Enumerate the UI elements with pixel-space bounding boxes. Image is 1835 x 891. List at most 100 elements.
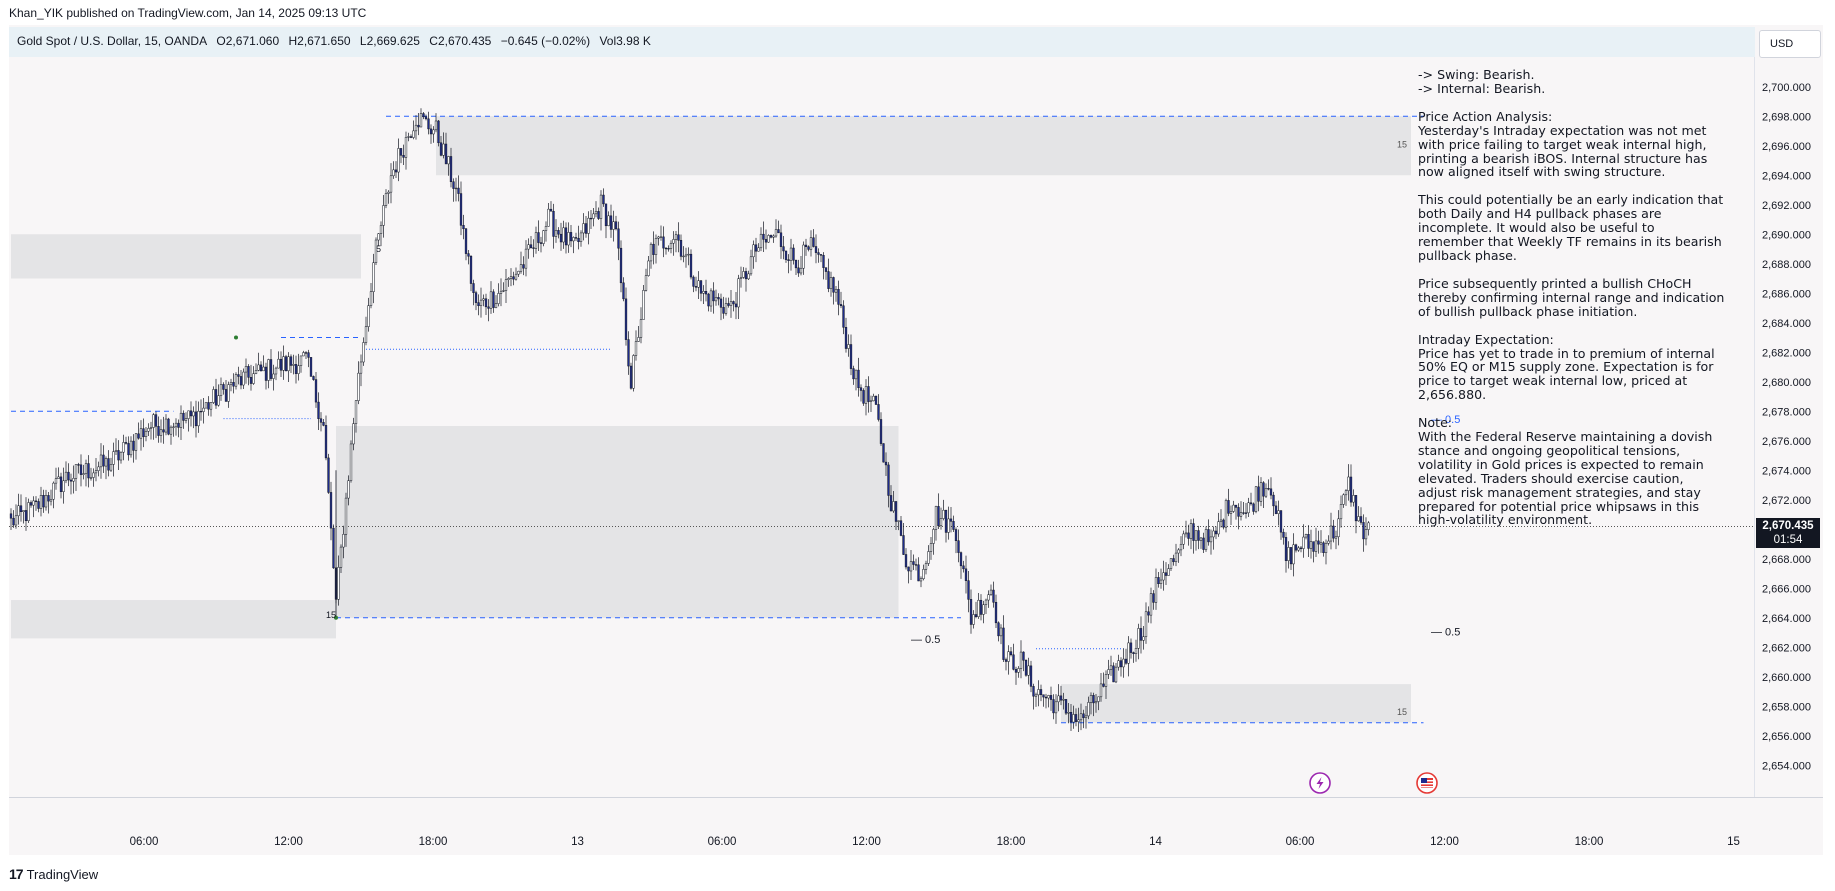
symbol-name[interactable]: Gold Spot / U.S. Dollar, 15, OANDA: [17, 34, 208, 48]
notes-line: prepared for potential price whipsaws in…: [1418, 498, 1700, 514]
candle-bearish: [67, 471, 70, 481]
candle-bearish: [1269, 488, 1273, 496]
candle-bullish: [542, 230, 545, 244]
price-tick-label: 2,660.000: [1762, 672, 1811, 684]
candle-bullish: [772, 235, 775, 238]
candle-bullish: [1337, 518, 1340, 538]
candle-bearish: [484, 298, 488, 308]
candle-bearish: [464, 228, 468, 254]
candle-bullish: [1219, 519, 1223, 522]
candle-bearish: [1139, 628, 1143, 641]
candle-bearish: [469, 255, 473, 284]
candle-bearish: [449, 156, 453, 182]
candle-bearish: [189, 410, 193, 417]
candle-bullish: [17, 505, 20, 517]
candle-bullish: [1364, 529, 1368, 540]
candle-bullish: [1367, 522, 1370, 530]
supply-demand-zone: [11, 234, 361, 279]
candle-bullish: [104, 458, 108, 467]
candle-bearish: [917, 564, 920, 582]
candle-bearish: [467, 253, 470, 257]
candle-bullish: [374, 239, 378, 263]
time-tick-label: 15: [1727, 836, 1740, 848]
candle-bearish: [1039, 689, 1043, 695]
candle-bearish: [652, 243, 655, 255]
candle-bearish: [19, 505, 23, 512]
last-price-tag: 2,670.435 01:54: [1756, 518, 1820, 548]
tradingview-logo[interactable]: 17 TradingView: [9, 866, 98, 882]
candle-bearish: [177, 422, 180, 428]
candle-bearish: [842, 305, 845, 328]
candle-bullish: [32, 500, 35, 506]
candle-bearish: [769, 235, 773, 238]
candle-bullish: [982, 604, 985, 615]
candle-bullish: [174, 422, 178, 428]
candle-bearish: [552, 210, 555, 237]
candle-bullish: [659, 236, 663, 238]
candle-bullish: [14, 515, 18, 526]
candle-bullish: [262, 366, 265, 372]
ohlc-low: L2,669.625: [359, 34, 420, 48]
candle-bullish: [929, 543, 933, 552]
equilibrium-label: — 0.5: [911, 634, 940, 646]
candle-bearish: [87, 463, 90, 479]
candle-bearish: [912, 561, 915, 565]
notes-line: -> Internal: Bearish.: [1418, 80, 1546, 96]
candle-bearish: [1124, 658, 1128, 664]
candle-bearish: [1009, 651, 1013, 656]
candle-bearish: [132, 440, 135, 451]
candle-bearish: [319, 418, 323, 423]
candle-bullish: [1239, 512, 1243, 517]
candle-bullish: [1019, 651, 1023, 669]
candle-bearish: [1164, 572, 1168, 576]
candle-bullish: [1079, 713, 1083, 721]
candle-bullish: [302, 352, 305, 357]
candle-bearish: [1214, 530, 1218, 535]
candle-bullish: [367, 305, 370, 327]
candle-bearish: [777, 229, 780, 234]
candle-bearish: [629, 365, 633, 389]
candle-bullish: [1347, 476, 1350, 491]
candle-bullish: [702, 291, 705, 294]
candle-bearish: [1172, 558, 1175, 563]
candle-bullish: [872, 395, 875, 402]
candle-bullish: [1324, 543, 1328, 553]
candle-bearish: [867, 386, 870, 402]
candle-bullish: [977, 599, 980, 617]
candle-bearish: [994, 602, 998, 624]
candle-bearish: [997, 622, 1000, 637]
candle-bullish: [737, 278, 740, 308]
candle-bearish: [899, 520, 903, 536]
candle-bearish: [1197, 530, 1200, 541]
candle-bullish: [114, 450, 118, 452]
candle-bullish: [1254, 486, 1258, 512]
candle-bearish: [1002, 627, 1005, 660]
candle-bearish: [1322, 542, 1325, 553]
currency-button[interactable]: USD: [1759, 30, 1821, 58]
candle-bullish: [1204, 529, 1208, 550]
symbol-legend[interactable]: Gold Spot / U.S. Dollar, 15, OANDA O2,67…: [17, 34, 657, 48]
candle-bullish: [524, 248, 528, 269]
candle-bearish: [937, 506, 940, 526]
candle-bearish: [992, 589, 995, 603]
candle-bearish: [882, 443, 885, 463]
candle-bearish: [1272, 494, 1275, 507]
candle-bearish: [47, 495, 50, 502]
candle-bullish: [84, 463, 88, 474]
candle-bearish: [1074, 714, 1078, 722]
price-tick-label: 2,690.000: [1762, 229, 1811, 241]
candle-bearish: [557, 230, 560, 235]
candle-bearish: [1129, 642, 1133, 653]
candle-bearish: [259, 364, 263, 372]
candle-bullish: [1259, 482, 1263, 502]
candle-bullish: [74, 464, 78, 479]
candle-bearish: [24, 510, 28, 521]
candle-bearish: [394, 169, 398, 173]
candle-bearish: [1032, 686, 1035, 697]
candle-bearish: [307, 352, 310, 358]
candle-bullish: [932, 529, 935, 544]
candle-bearish: [704, 291, 708, 295]
candle-bearish: [1004, 659, 1008, 662]
candle-bearish: [822, 255, 825, 268]
